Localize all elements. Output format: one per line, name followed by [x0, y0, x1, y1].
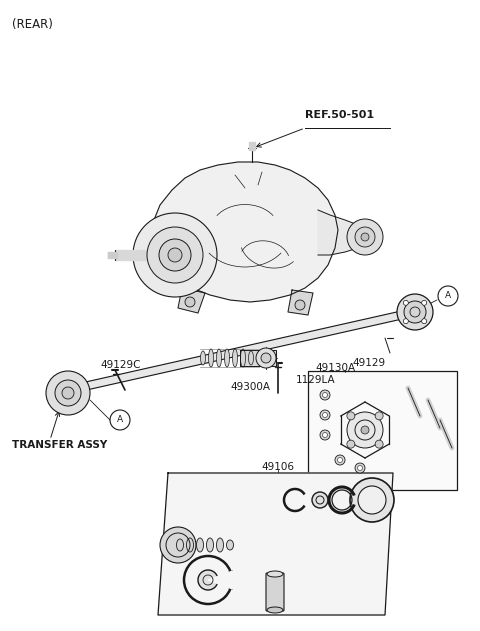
Circle shape: [403, 319, 408, 324]
Text: A: A: [117, 415, 123, 425]
Ellipse shape: [187, 538, 193, 552]
Ellipse shape: [249, 351, 253, 365]
Circle shape: [361, 426, 369, 434]
Circle shape: [323, 432, 327, 437]
Ellipse shape: [216, 538, 224, 552]
Text: A: A: [445, 292, 451, 300]
Circle shape: [350, 478, 394, 522]
Circle shape: [46, 371, 90, 415]
Text: 1129LA: 1129LA: [296, 375, 336, 385]
Circle shape: [355, 227, 375, 247]
Polygon shape: [158, 473, 393, 615]
Circle shape: [358, 466, 362, 471]
Ellipse shape: [225, 349, 229, 367]
Circle shape: [320, 430, 330, 440]
Circle shape: [358, 486, 386, 514]
Circle shape: [347, 412, 383, 448]
Text: 49130A: 49130A: [315, 363, 355, 373]
Circle shape: [347, 440, 355, 448]
Ellipse shape: [208, 349, 214, 367]
Circle shape: [422, 300, 427, 305]
Ellipse shape: [227, 540, 233, 550]
Ellipse shape: [240, 349, 245, 367]
Circle shape: [55, 380, 81, 406]
Polygon shape: [178, 288, 205, 313]
Circle shape: [320, 390, 330, 400]
Circle shape: [185, 297, 195, 307]
Text: (REAR): (REAR): [12, 18, 53, 31]
Circle shape: [375, 412, 383, 420]
Circle shape: [62, 387, 74, 399]
Circle shape: [295, 300, 305, 310]
FancyBboxPatch shape: [266, 573, 284, 611]
Circle shape: [198, 570, 218, 590]
Ellipse shape: [216, 349, 221, 367]
Circle shape: [375, 440, 383, 448]
Polygon shape: [318, 210, 365, 255]
Ellipse shape: [267, 571, 283, 577]
Text: 49129: 49129: [352, 358, 385, 368]
Circle shape: [361, 233, 369, 241]
Text: 49129C: 49129C: [100, 360, 141, 370]
Bar: [108, 252, 117, 258]
Ellipse shape: [201, 351, 205, 365]
Circle shape: [320, 410, 330, 420]
Circle shape: [168, 248, 182, 262]
Text: TRANSFER ASSY: TRANSFER ASSY: [12, 440, 107, 450]
Circle shape: [404, 301, 426, 323]
Ellipse shape: [177, 539, 183, 551]
Ellipse shape: [196, 538, 204, 552]
Circle shape: [312, 492, 328, 508]
Circle shape: [133, 213, 217, 297]
Circle shape: [261, 353, 271, 363]
Wedge shape: [208, 571, 234, 589]
Circle shape: [403, 300, 408, 305]
FancyBboxPatch shape: [308, 371, 457, 490]
Bar: [115, 250, 153, 260]
Circle shape: [160, 527, 196, 563]
Circle shape: [422, 319, 427, 324]
Ellipse shape: [206, 538, 214, 552]
Circle shape: [347, 219, 383, 255]
Polygon shape: [240, 350, 276, 366]
Polygon shape: [148, 162, 338, 302]
Circle shape: [337, 457, 343, 463]
Circle shape: [347, 412, 355, 420]
Circle shape: [335, 455, 345, 465]
Ellipse shape: [232, 349, 238, 367]
Circle shape: [323, 392, 327, 398]
Text: 49300A: 49300A: [230, 382, 270, 392]
Ellipse shape: [267, 607, 283, 613]
Circle shape: [323, 413, 327, 418]
Circle shape: [159, 239, 191, 271]
Circle shape: [355, 463, 365, 473]
Polygon shape: [288, 290, 313, 315]
Bar: [249, 142, 255, 150]
Circle shape: [147, 227, 203, 283]
Text: REF.50-501: REF.50-501: [305, 110, 374, 120]
Circle shape: [397, 294, 433, 330]
Text: 49106: 49106: [262, 462, 295, 472]
Polygon shape: [54, 308, 416, 397]
Circle shape: [256, 348, 276, 368]
